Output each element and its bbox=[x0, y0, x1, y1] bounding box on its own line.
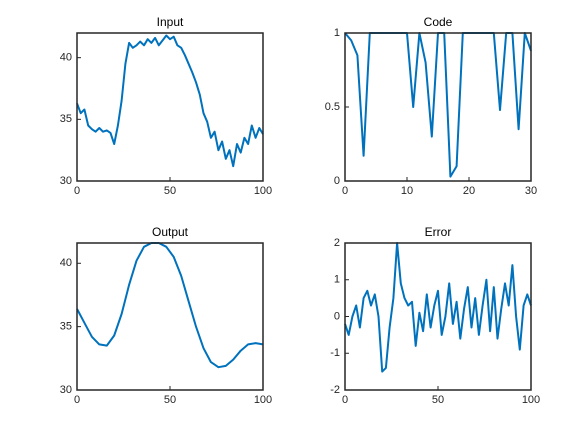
subplot-title: Input bbox=[157, 15, 184, 29]
y-tick-label: -1 bbox=[330, 347, 340, 359]
data-line bbox=[76, 34, 264, 168]
y-tick-label: 40 bbox=[60, 257, 72, 269]
subplot-title: Error bbox=[425, 225, 452, 239]
subplot-title: Code bbox=[424, 15, 453, 29]
data-line bbox=[344, 242, 532, 373]
axes-background bbox=[77, 243, 263, 390]
x-tick-label: 100 bbox=[254, 185, 272, 197]
x-tick-label: 30 bbox=[525, 185, 537, 197]
y-tick-label: 30 bbox=[60, 175, 72, 187]
x-tick-label: 50 bbox=[164, 394, 176, 406]
x-tick-label: 50 bbox=[432, 394, 444, 406]
x-tick-label: 0 bbox=[342, 394, 348, 406]
y-tick-label: -2 bbox=[330, 384, 340, 396]
y-tick-label: 30 bbox=[60, 384, 72, 396]
y-tick-label: 40 bbox=[60, 52, 72, 64]
x-tick-label: 20 bbox=[463, 185, 475, 197]
x-tick-label: 0 bbox=[342, 185, 348, 197]
x-tick-label: 0 bbox=[74, 185, 80, 197]
y-tick-label: 35 bbox=[60, 113, 72, 125]
y-tick-label: 0 bbox=[334, 175, 340, 187]
x-tick-label: 100 bbox=[522, 394, 540, 406]
y-tick-label: 1 bbox=[334, 27, 340, 39]
y-tick-label: 0 bbox=[334, 310, 340, 322]
x-tick-label: 100 bbox=[254, 394, 272, 406]
subplot-title: Output bbox=[152, 225, 189, 239]
axes-background bbox=[345, 33, 531, 181]
y-tick-label: 1 bbox=[334, 274, 340, 286]
y-tick-label: 2 bbox=[334, 237, 340, 249]
y-tick-label: 35 bbox=[60, 321, 72, 333]
axes-background bbox=[345, 243, 531, 390]
x-tick-label: 10 bbox=[401, 185, 413, 197]
y-tick-label: 0.5 bbox=[325, 101, 340, 113]
data-line bbox=[76, 242, 264, 369]
x-tick-label: 0 bbox=[74, 394, 80, 406]
x-tick-label: 50 bbox=[164, 185, 176, 197]
axes-background bbox=[77, 33, 263, 181]
